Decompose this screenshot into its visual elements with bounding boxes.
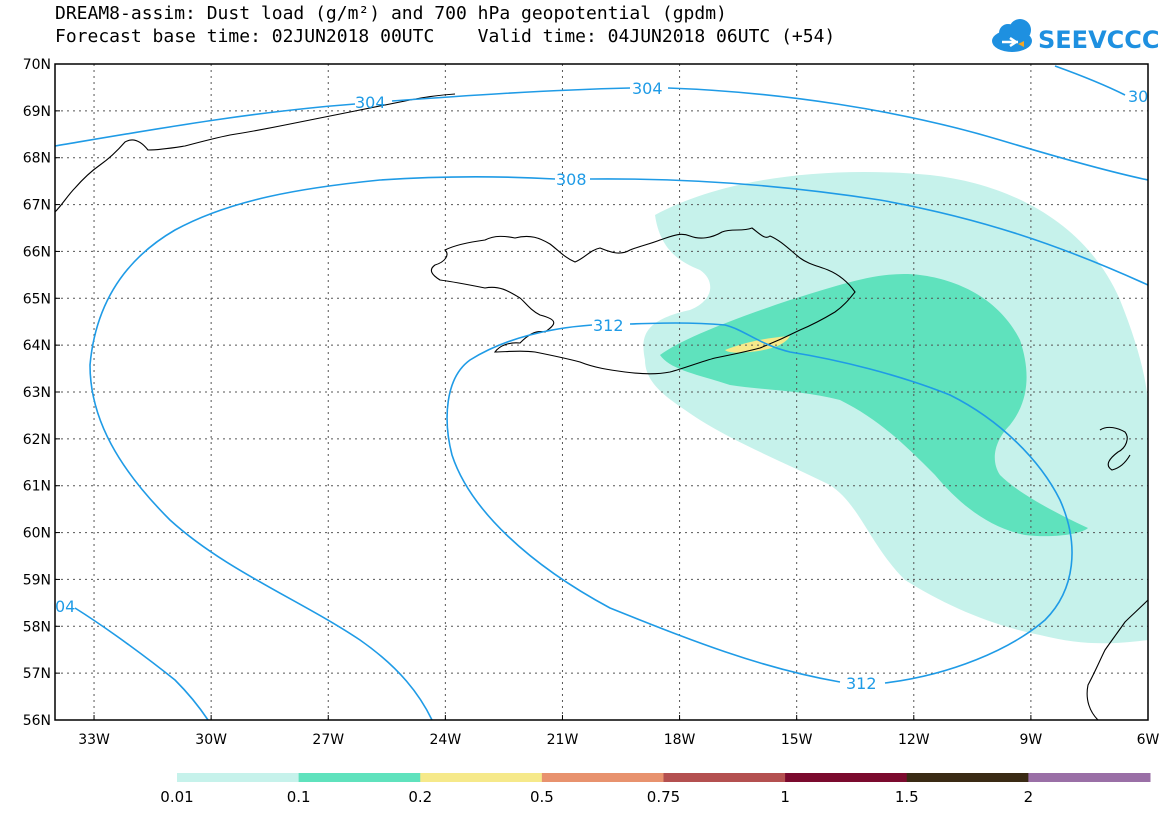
legend-swatch: [420, 773, 543, 782]
lat-label: 66N: [23, 244, 51, 260]
lat-label: 62N: [23, 432, 51, 448]
seevccc-logo: SEEVCCC: [992, 19, 1158, 54]
map-title: DREAM8-assim: Dust load (g/m²) and 700 h…: [55, 3, 727, 24]
lon-label: 24W: [430, 732, 462, 748]
lon-label: 27W: [312, 732, 344, 748]
latitude-axis: 70N 69N 68N 67N 66N 65N 64N 63N 62N 61N 60N 59N 58N 5…: [23, 57, 60, 729]
scotland-coastline: [1086, 599, 1148, 720]
contour-label: 04: [55, 597, 75, 616]
legend-label: 0.2: [408, 788, 432, 806]
contour-label: 304: [632, 79, 663, 98]
cloud-icon: [992, 19, 1032, 52]
lat-label: 70N: [23, 57, 51, 73]
lat-label: 65N: [23, 291, 51, 307]
lat-label: 59N: [23, 572, 51, 588]
legend-label: 0.01: [160, 788, 193, 806]
lon-label: 21W: [547, 732, 579, 748]
legend-label: 0.75: [647, 788, 680, 806]
lat-label: 61N: [23, 479, 51, 495]
lon-label: 6W: [1137, 732, 1160, 748]
legend-swatch: [1028, 773, 1151, 782]
lat-label: 58N: [23, 619, 51, 635]
legend-label: 1.5: [895, 788, 919, 806]
lon-label: 15W: [781, 732, 813, 748]
greenland-coastline: [55, 93, 456, 213]
lon-label: 18W: [664, 732, 696, 748]
dust-band-0.2: [725, 336, 790, 353]
contour-labels: 304 304 30 308 312 312 04: [55, 79, 1148, 693]
forecast-map: 304 304 30 308 312 312 04 70N 69N 68N 67N 66…: [23, 57, 1160, 748]
contour-label: 30: [1128, 87, 1148, 106]
lat-label: 69N: [23, 104, 51, 120]
contour-label: 304: [355, 93, 386, 112]
lon-label: 30W: [195, 732, 227, 748]
lat-label: 57N: [23, 666, 51, 682]
contour-label: 312: [846, 674, 877, 693]
iceland-coastline: [430, 227, 856, 375]
map-subtitle: Forecast base time: 02JUN2018 00UTC Vali…: [55, 26, 836, 47]
lat-label: 63N: [23, 385, 51, 401]
legend-swatch: [177, 773, 300, 782]
legend-swatch: [906, 773, 1029, 782]
legend-swatch: [298, 773, 421, 782]
legend-label: 0.1: [287, 788, 311, 806]
contour-304-ne: [1054, 65, 1126, 96]
lat-label: 60N: [23, 526, 51, 542]
legend-swatch: [663, 773, 786, 782]
geopotential-contours: [55, 65, 1148, 720]
dust-load-field: [643, 172, 1148, 644]
legend-swatch: [541, 773, 664, 782]
lat-label: 56N: [23, 713, 51, 729]
contour-label: 312: [593, 316, 624, 335]
legend-swatch: [785, 773, 908, 782]
faroe-coastline: [1099, 426, 1131, 471]
colorbar-legend: 0.01 0.1 0.2 0.5 0.75 1 1.5 2: [160, 773, 1151, 806]
coastlines: [55, 93, 1148, 720]
lon-label: 12W: [898, 732, 930, 748]
contour-308: [89, 176, 1148, 720]
logo-text: SEEVCCC: [1038, 26, 1158, 54]
legend-label: 0.5: [530, 788, 554, 806]
lon-label: 33W: [78, 732, 110, 748]
longitude-axis: 33W 30W 27W 24W 21W 18W 15W 12W 9W 6W: [78, 715, 1160, 748]
legend-label: 1: [780, 788, 790, 806]
legend-label: 2: [1024, 788, 1034, 806]
lat-label: 67N: [23, 198, 51, 214]
lat-label: 68N: [23, 151, 51, 167]
contour-312: [446, 322, 1073, 684]
contour-304-sw: [74, 607, 209, 720]
lon-label: 9W: [1020, 732, 1043, 748]
contour-304-north: [55, 87, 1148, 181]
lat-label: 64N: [23, 338, 51, 354]
contour-label: 308: [556, 170, 587, 189]
grid-lines: [55, 64, 1148, 720]
